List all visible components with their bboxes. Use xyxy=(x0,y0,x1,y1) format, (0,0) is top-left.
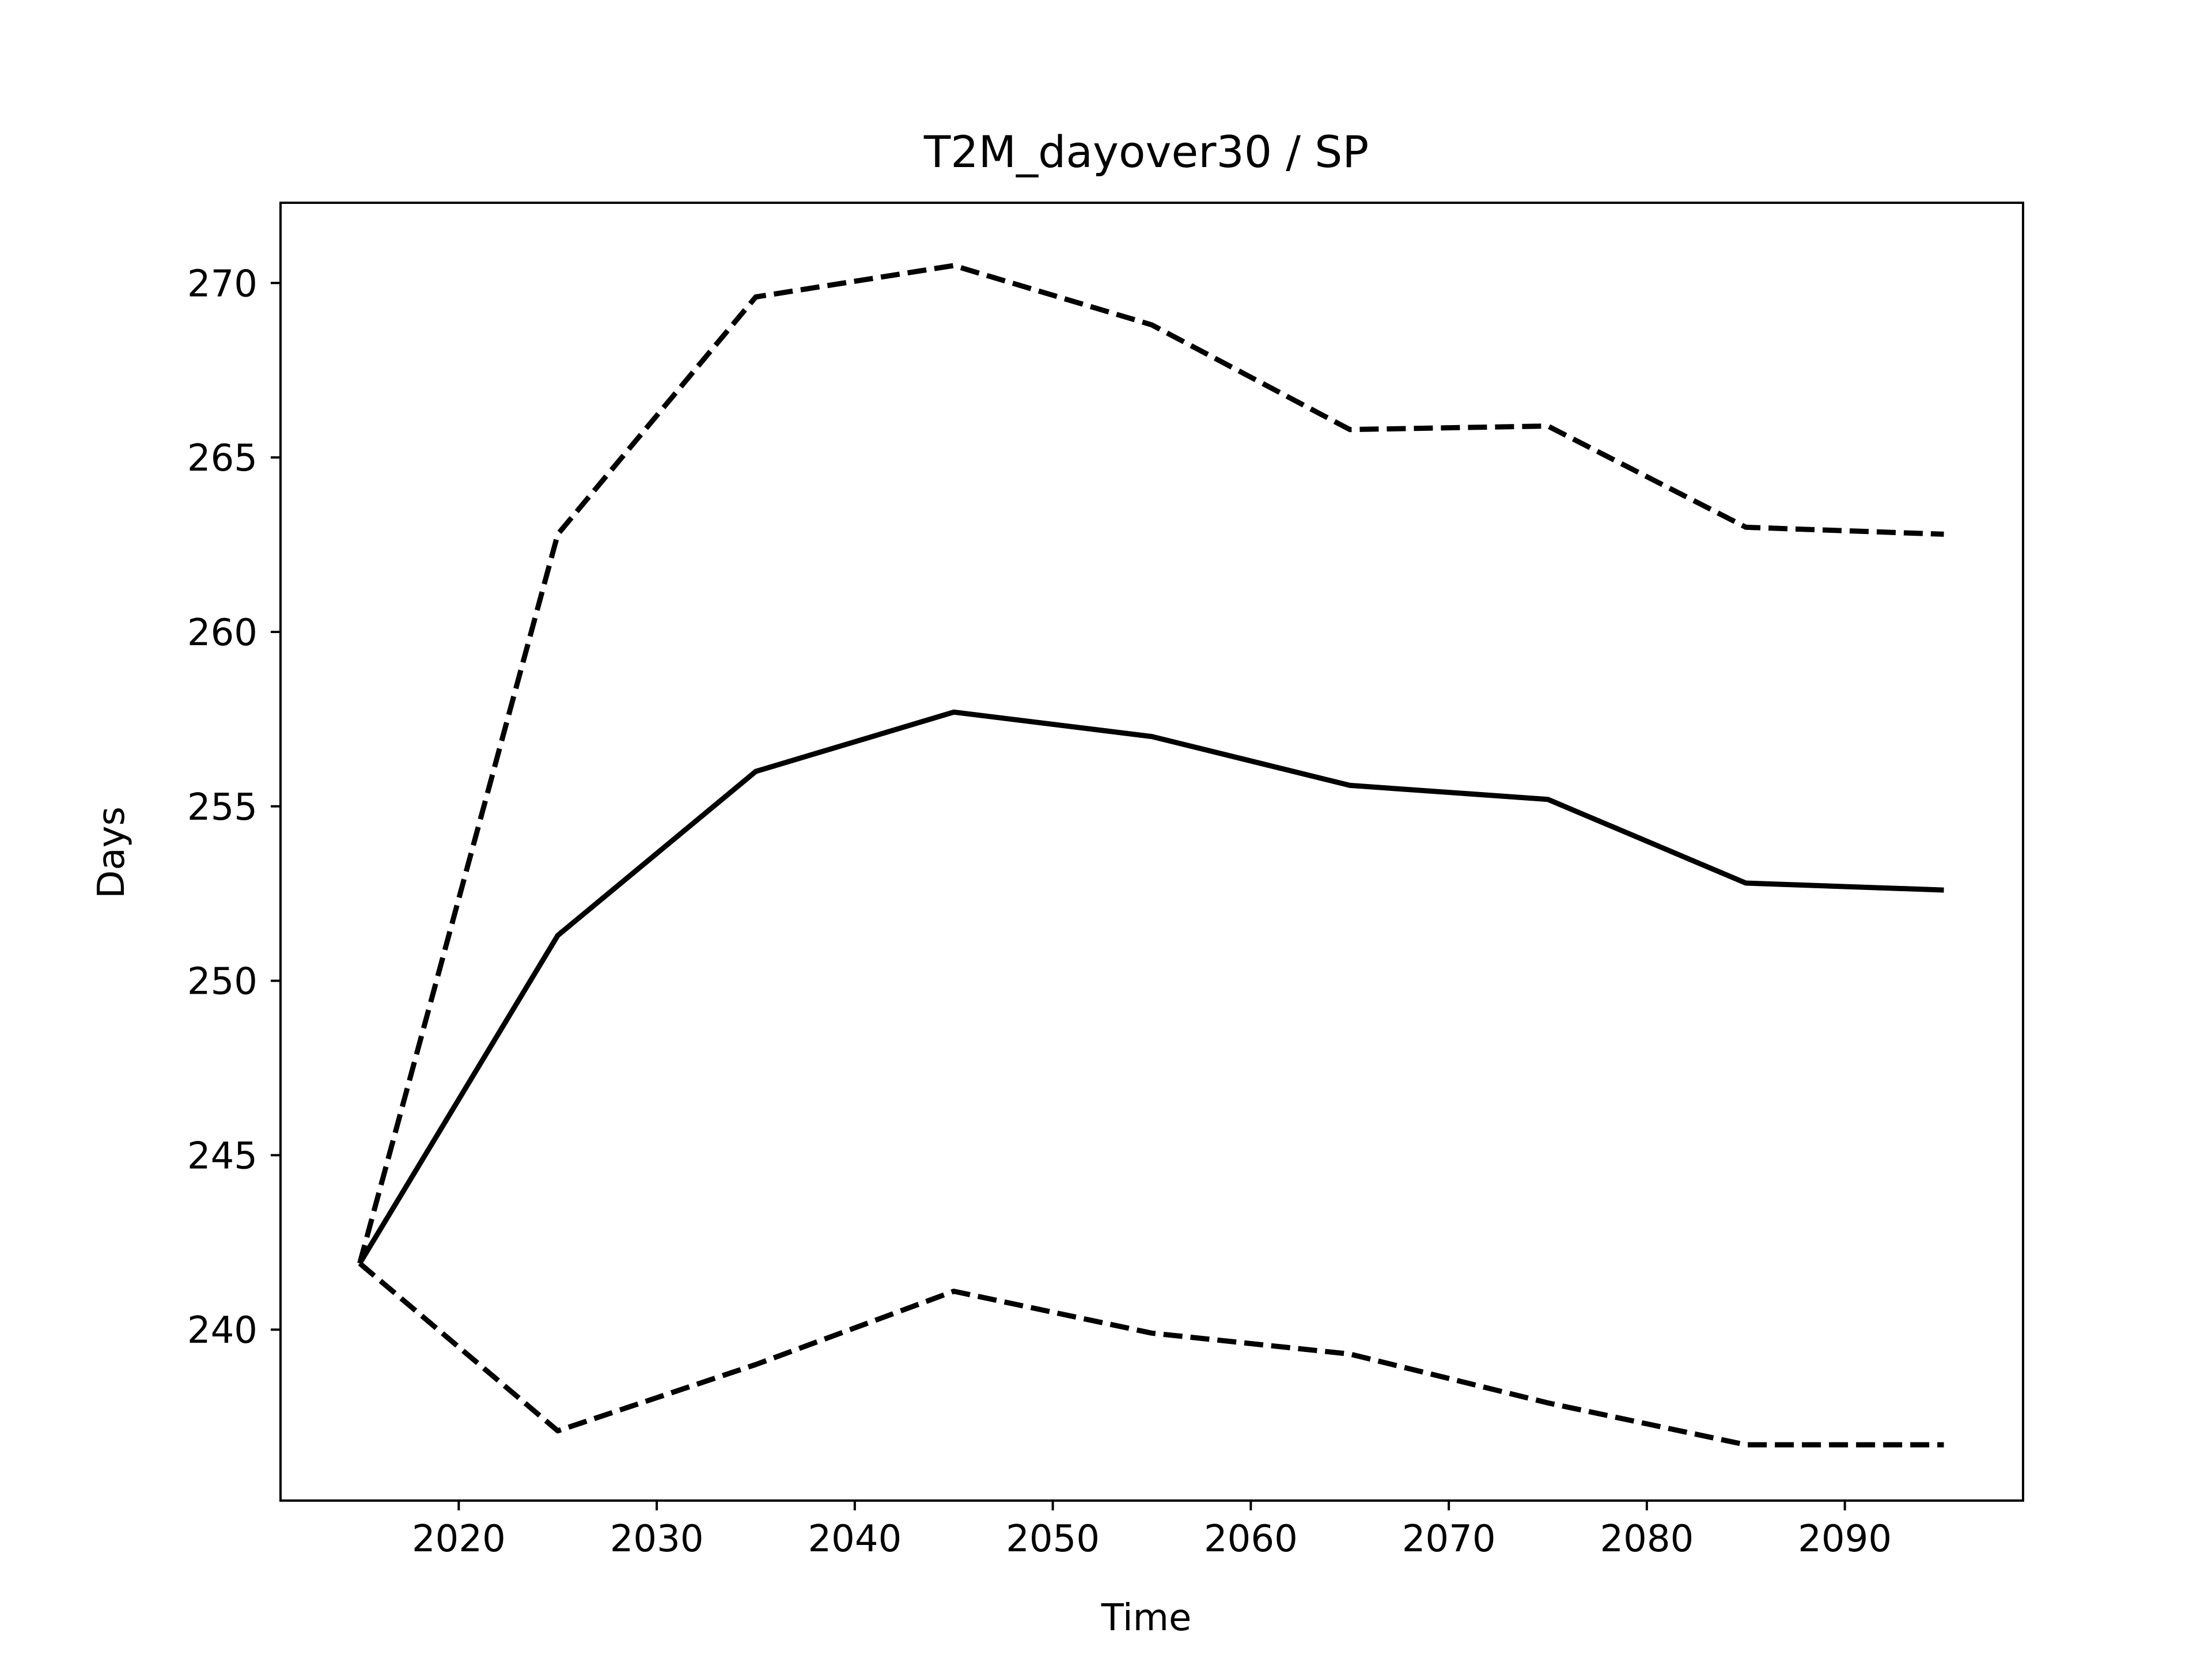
y-tick-label: 265 xyxy=(187,437,257,480)
plot-background xyxy=(281,203,2023,1501)
x-tick-label: 2060 xyxy=(1204,1518,1298,1560)
lower-bound-line xyxy=(358,1261,1944,1448)
y-axis-label: Days xyxy=(90,806,133,899)
y-tick-label: 260 xyxy=(187,612,257,654)
y-tick-label: 245 xyxy=(187,1135,257,1177)
y-tick-label: 240 xyxy=(187,1309,257,1352)
x-tick-label: 2020 xyxy=(412,1518,506,1560)
axes-group: 2020 2030 2040 2050 2060 2070 2080 2090 240 245 25… xyxy=(187,202,2024,1560)
x-tick-label: 2090 xyxy=(1798,1518,1892,1560)
x-tick-label: 2030 xyxy=(610,1518,704,1560)
y-tick-label: 270 xyxy=(187,263,257,305)
x-tick-label: 2070 xyxy=(1402,1518,1496,1560)
upper-bound-line xyxy=(357,263,1944,1264)
series-group xyxy=(357,263,1944,1448)
mean-line xyxy=(357,709,1944,1265)
axes-frame xyxy=(279,202,2024,1502)
chart-title: T2M_dayover30 / SP xyxy=(923,126,1369,177)
x-tick-label: 2040 xyxy=(808,1518,902,1560)
y-tick-label: 255 xyxy=(187,786,257,829)
x-axis-label: Time xyxy=(1101,1597,1192,1639)
x-tick-label: 2050 xyxy=(1006,1518,1100,1560)
y-tick-label: 250 xyxy=(187,961,257,1003)
x-tick-label: 2080 xyxy=(1600,1518,1694,1560)
plot-area xyxy=(281,203,2023,1501)
